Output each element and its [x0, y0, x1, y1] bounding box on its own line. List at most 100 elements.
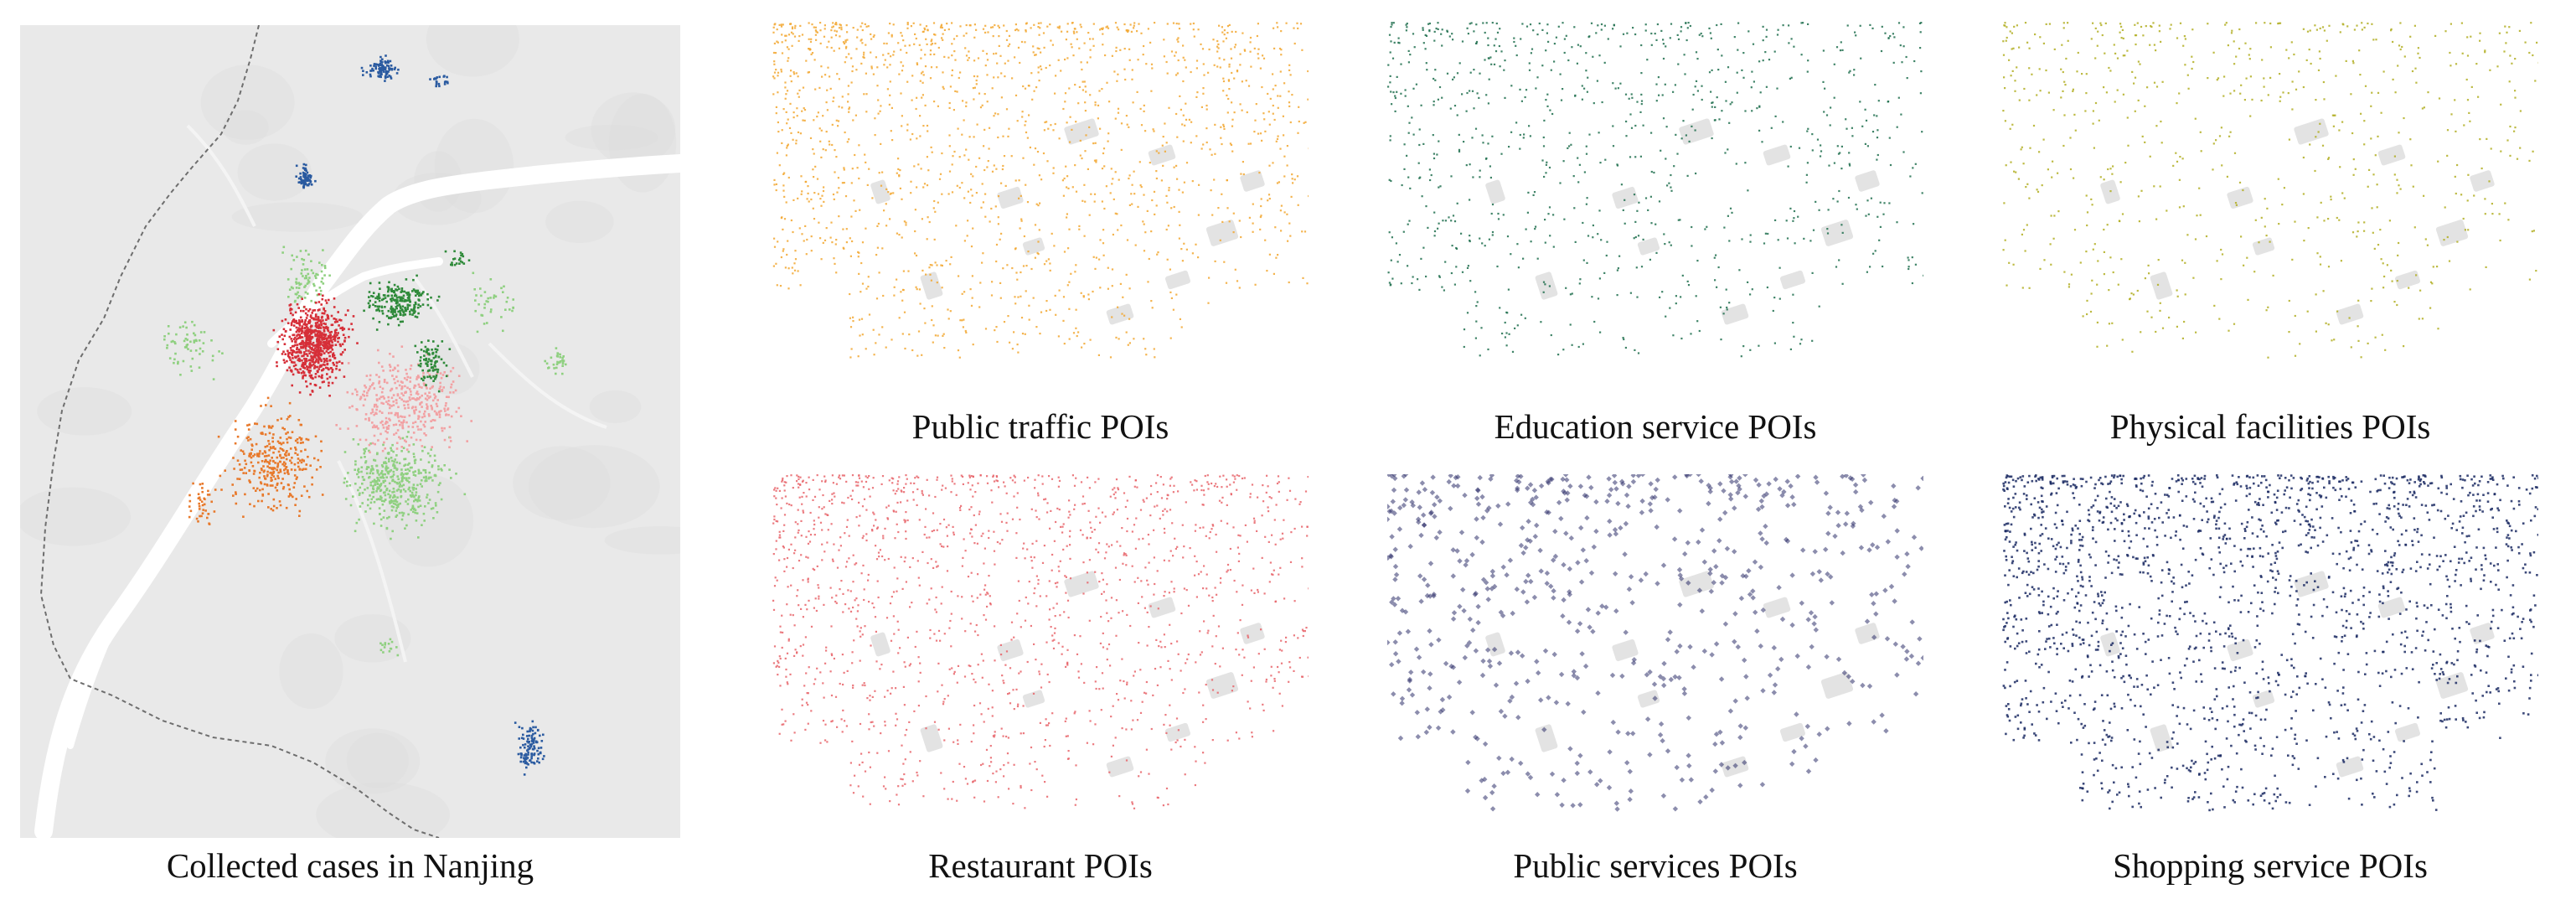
- case-point-orange: [234, 428, 237, 431]
- case-point-dark-red: [322, 341, 324, 344]
- poi-point: [1040, 51, 1042, 54]
- case-point-blue: [530, 737, 534, 739]
- case-point-orange: [297, 419, 301, 421]
- case-point-light-green: [177, 360, 179, 364]
- poi-point: [1637, 352, 1640, 354]
- poi-point: [1480, 327, 1483, 329]
- poi-point: [1722, 313, 1725, 315]
- case-point-light-green: [193, 323, 196, 327]
- case-point-light-green: [374, 480, 377, 483]
- case-point-light-green: [190, 370, 194, 372]
- poi-point: [1308, 194, 1309, 198]
- poi-point: [1517, 266, 1520, 269]
- case-point-dark-green: [458, 257, 462, 260]
- case-point-dark-red: [309, 362, 312, 364]
- case-point-light-green: [361, 491, 364, 494]
- poi-point: [1111, 183, 1113, 185]
- case-point-light-red: [387, 400, 390, 402]
- case-point-blue: [374, 65, 377, 68]
- poi-point: [1038, 48, 1040, 50]
- poi-point: [962, 100, 964, 102]
- poi-point: [780, 256, 782, 259]
- poi-point: [1144, 348, 1147, 350]
- case-point-dark-green: [387, 286, 390, 289]
- case-point-light-green: [374, 459, 377, 462]
- poi-point: [818, 127, 821, 130]
- poi-point: [1865, 215, 1867, 217]
- case-point-dark-green: [427, 358, 431, 360]
- case-point-orange: [297, 453, 299, 456]
- case-point-light-red: [385, 430, 387, 432]
- case-point-blue: [307, 174, 310, 178]
- case-point-blue: [302, 186, 305, 189]
- case-point-light-red: [403, 416, 406, 418]
- poi-point: [1668, 241, 1670, 244]
- poi-point: [1272, 104, 1274, 107]
- poi-point: [934, 34, 937, 36]
- case-point-light-red: [378, 397, 381, 401]
- poi-point: [1125, 29, 1128, 32]
- poi-point: [780, 70, 782, 73]
- poi-point: [899, 169, 901, 172]
- poi-point: [1080, 26, 1082, 28]
- poi-point: [1068, 228, 1071, 230]
- poi-point: [1076, 38, 1078, 40]
- poi-point: [1184, 124, 1186, 127]
- case-point-light-red: [364, 386, 368, 389]
- case-point-light-green: [398, 511, 401, 514]
- poi-point: [786, 253, 788, 256]
- poi-point: [1675, 302, 1677, 305]
- poi-point: [1695, 80, 1698, 82]
- case-point-light-green: [424, 469, 427, 472]
- case-point-light-green: [389, 502, 391, 504]
- poi-point: [1607, 38, 1609, 40]
- case-point-light-green: [406, 468, 410, 471]
- poi-point: [968, 136, 971, 138]
- poi-point: [906, 129, 909, 132]
- case-point-blue: [533, 761, 535, 764]
- poi-point: [967, 190, 969, 193]
- terrain-patch: [434, 118, 514, 214]
- poi-point: [999, 297, 1002, 299]
- case-point-dark-green: [445, 375, 448, 378]
- case-point-light-green: [364, 460, 368, 463]
- case-point-blue: [443, 75, 446, 77]
- case-point-light-green: [390, 648, 393, 650]
- poi-point: [1066, 121, 1068, 124]
- case-point-light-green: [389, 496, 391, 499]
- poi-point: [772, 265, 775, 267]
- case-point-blue: [379, 67, 382, 70]
- poi-point: [1711, 106, 1713, 108]
- poi-point: [1544, 283, 1546, 286]
- case-point-orange: [294, 446, 297, 449]
- poi-point: [860, 25, 862, 28]
- poi-point: [1505, 344, 1508, 347]
- poi-point: [1050, 39, 1052, 42]
- poi-point: [1095, 159, 1097, 162]
- poi-point: [1649, 195, 1652, 198]
- case-point-orange: [245, 463, 248, 466]
- case-point-dark-red: [326, 363, 328, 366]
- poi-point: [1547, 213, 1550, 215]
- poi-point: [1123, 68, 1126, 70]
- poi-point: [1039, 202, 1041, 204]
- poi-point: [1280, 30, 1283, 33]
- case-point-orange: [266, 445, 269, 447]
- case-point-light-red: [380, 411, 384, 414]
- case-point-light-red: [413, 384, 416, 387]
- poi-point: [1921, 192, 1923, 194]
- case-point-dark-red: [293, 361, 296, 364]
- case-point-light-green: [328, 274, 331, 277]
- poi-point: [919, 80, 921, 82]
- case-point-dark-red: [300, 371, 303, 375]
- poi-point: [817, 111, 819, 114]
- case-point-dark-green: [378, 321, 381, 323]
- case-point-dark-red: [309, 315, 312, 318]
- case-point-light-green: [295, 277, 298, 281]
- poi-point: [835, 271, 838, 274]
- case-point-orange: [266, 470, 269, 473]
- case-point-orange: [272, 460, 275, 463]
- case-point-light-green: [400, 473, 403, 476]
- poi-point: [1597, 297, 1600, 300]
- poi-point: [1275, 256, 1278, 259]
